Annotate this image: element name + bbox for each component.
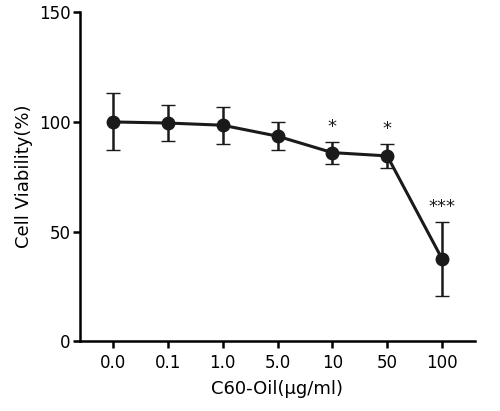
Y-axis label: Cell Viability(%): Cell Viability(%)	[15, 105, 33, 249]
X-axis label: C60-Oil(μg/ml): C60-Oil(μg/ml)	[212, 380, 344, 398]
Text: ***: ***	[428, 198, 456, 216]
Text: *: *	[328, 118, 337, 136]
Text: *: *	[382, 120, 392, 139]
